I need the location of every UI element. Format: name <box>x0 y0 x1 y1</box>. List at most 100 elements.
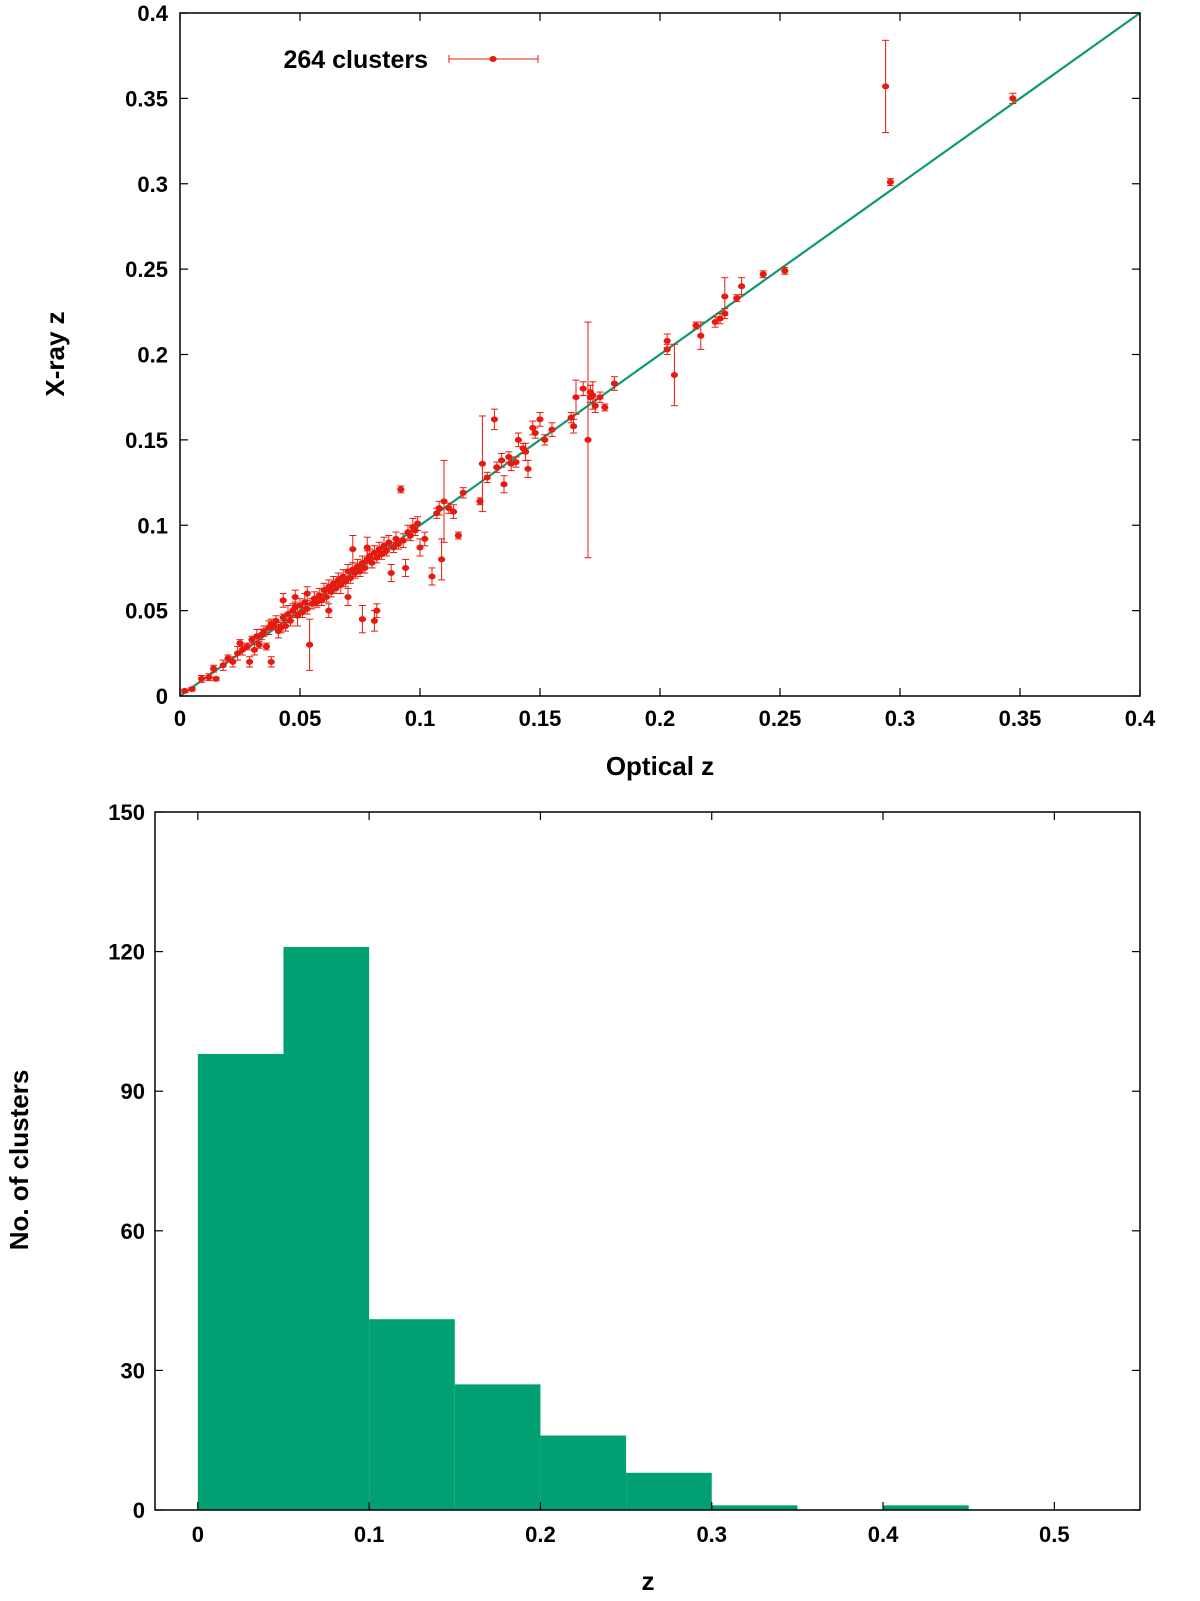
y-tick-label: 0.15 <box>125 428 168 453</box>
x-tick-label: 0.25 <box>759 706 802 731</box>
data-point <box>198 675 206 682</box>
y-tick-label: 0.3 <box>137 172 168 197</box>
data-point <box>498 457 506 464</box>
data-point <box>181 687 189 694</box>
histogram-bar <box>540 1435 627 1510</box>
data-point <box>541 436 549 443</box>
x-tick-label: 0 <box>174 706 186 731</box>
histogram-bar <box>283 946 370 1510</box>
x-tick-label: 0.35 <box>999 706 1042 731</box>
data-point <box>716 315 724 322</box>
y-tick-label: 0.35 <box>125 86 168 111</box>
histogram-panel: 0 0.1 0.2 0.3 0.4 0.5 0 30 60 90 120 150 z No. of c… <box>4 800 1141 1596</box>
data-point <box>358 616 366 623</box>
data-point <box>572 394 580 401</box>
data-point <box>697 332 705 339</box>
data-point <box>188 686 196 693</box>
data-point <box>212 675 220 682</box>
data-point <box>282 622 290 629</box>
data-point <box>267 658 275 665</box>
data-point <box>570 423 578 430</box>
data-point <box>536 416 544 423</box>
data-point <box>886 179 895 186</box>
data-point <box>738 283 746 290</box>
histogram-bar <box>626 1472 712 1510</box>
data-point <box>255 641 263 648</box>
data-point <box>397 486 405 493</box>
data-point <box>205 674 213 681</box>
data-point <box>445 505 453 512</box>
data-point <box>610 380 619 387</box>
data-point <box>238 646 246 653</box>
x-tick-label: 0.1 <box>354 1522 385 1547</box>
y-tick-label: 150 <box>108 800 145 825</box>
data-point <box>483 474 491 481</box>
data-point <box>1009 95 1017 102</box>
data-point <box>531 430 539 437</box>
data-point <box>493 464 501 471</box>
data-point <box>325 607 333 614</box>
data-point <box>210 665 218 672</box>
data-point <box>385 539 393 546</box>
x-tick-label: 0.4 <box>1125 706 1156 731</box>
data-point <box>514 436 523 443</box>
data-point <box>428 573 436 580</box>
data-point <box>303 605 311 612</box>
histogram-bar <box>197 1053 284 1510</box>
data-point <box>344 593 352 600</box>
data-point <box>421 535 429 542</box>
data-point <box>394 541 402 548</box>
y-tick-label: 0.2 <box>137 343 168 368</box>
data-point <box>279 597 287 604</box>
x-tick-label: 0.5 <box>1039 1522 1070 1547</box>
data-point <box>373 607 381 614</box>
scatter-legend-sample <box>448 55 539 63</box>
data-point <box>548 426 556 433</box>
data-point <box>260 628 268 635</box>
y-tick-label: 0 <box>133 1498 145 1523</box>
data-point <box>370 617 378 624</box>
data-point <box>349 546 357 553</box>
data-point <box>322 593 330 600</box>
data-point <box>478 460 486 467</box>
legend-marker <box>489 56 497 62</box>
x-tick-label: 0.05 <box>279 706 322 731</box>
data-point <box>584 436 592 443</box>
data-point <box>450 508 458 515</box>
scatter-legend-label: 264 clusters <box>283 46 428 74</box>
histogram-x-axis-title: z <box>642 1566 655 1596</box>
data-point <box>692 322 700 329</box>
histogram-bar <box>454 1384 541 1510</box>
data-point <box>219 662 227 669</box>
data-point <box>524 465 532 472</box>
scatter-axes: 0 0.05 0.1 0.15 0.2 0.25 0.3 0.35 0.4 0 0.05 0.1 0.1… <box>125 1 1156 731</box>
x-tick-label: 0.3 <box>885 706 916 731</box>
histogram-bar <box>711 1505 798 1510</box>
data-point <box>387 570 395 577</box>
data-point <box>721 293 729 300</box>
data-point <box>243 643 251 650</box>
y-tick-label: 0.25 <box>125 257 168 282</box>
data-point <box>596 394 604 401</box>
data-point <box>279 614 287 621</box>
data-point <box>512 459 520 466</box>
data-point <box>306 641 314 648</box>
data-point <box>663 337 671 344</box>
scatter-y-axis-title: X-ray z <box>40 311 70 396</box>
data-point <box>663 346 671 353</box>
x-tick-label: 0.3 <box>696 1522 727 1547</box>
y-tick-label: 0 <box>156 684 168 709</box>
histogram-plot-frame <box>154 811 1141 1511</box>
data-point <box>476 498 484 505</box>
x-tick-label: 0.4 <box>868 1522 899 1547</box>
data-point <box>454 532 462 539</box>
data-point <box>490 416 498 423</box>
histogram-y-axis-title: No. of clusters <box>4 1070 34 1251</box>
data-point <box>435 505 443 512</box>
data-point <box>368 559 376 566</box>
x-tick-label: 0.2 <box>645 706 676 731</box>
data-point <box>500 481 508 488</box>
x-tick-label: 0.15 <box>519 706 562 731</box>
y-tick-label: 0.4 <box>137 1 168 26</box>
